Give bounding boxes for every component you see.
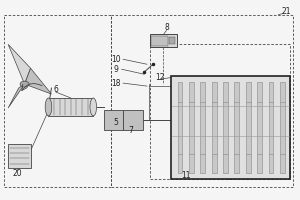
- Bar: [49, 98, 93, 116]
- Bar: [150, 44, 290, 179]
- Text: 6: 6: [53, 85, 58, 94]
- Bar: [150, 34, 177, 47]
- Bar: [235, 82, 239, 173]
- Polygon shape: [8, 84, 25, 108]
- Bar: [111, 15, 293, 187]
- Text: 11: 11: [181, 171, 190, 180]
- Bar: [4, 15, 111, 187]
- Ellipse shape: [90, 98, 97, 116]
- Bar: [200, 82, 205, 173]
- Bar: [169, 37, 175, 44]
- Text: 18: 18: [111, 79, 120, 88]
- Bar: [246, 82, 250, 173]
- Bar: [104, 110, 123, 130]
- Bar: [189, 82, 194, 173]
- Circle shape: [20, 81, 29, 87]
- Text: 7: 7: [128, 126, 133, 135]
- Text: 10: 10: [111, 55, 121, 64]
- Bar: [123, 110, 142, 130]
- Text: 21: 21: [281, 7, 291, 16]
- Bar: [152, 36, 168, 46]
- Bar: [268, 82, 273, 173]
- Bar: [280, 82, 285, 173]
- Text: 9: 9: [113, 65, 118, 74]
- Polygon shape: [8, 44, 31, 84]
- Bar: [223, 82, 228, 173]
- Bar: [257, 82, 262, 173]
- Bar: [8, 144, 31, 168]
- Bar: [171, 76, 290, 179]
- Text: 8: 8: [164, 23, 169, 32]
- Ellipse shape: [45, 98, 52, 116]
- Bar: [178, 82, 182, 173]
- Text: 5: 5: [113, 118, 118, 127]
- Text: 20: 20: [12, 169, 22, 178]
- Text: 12: 12: [156, 73, 165, 82]
- Bar: [212, 82, 217, 173]
- Polygon shape: [25, 68, 52, 94]
